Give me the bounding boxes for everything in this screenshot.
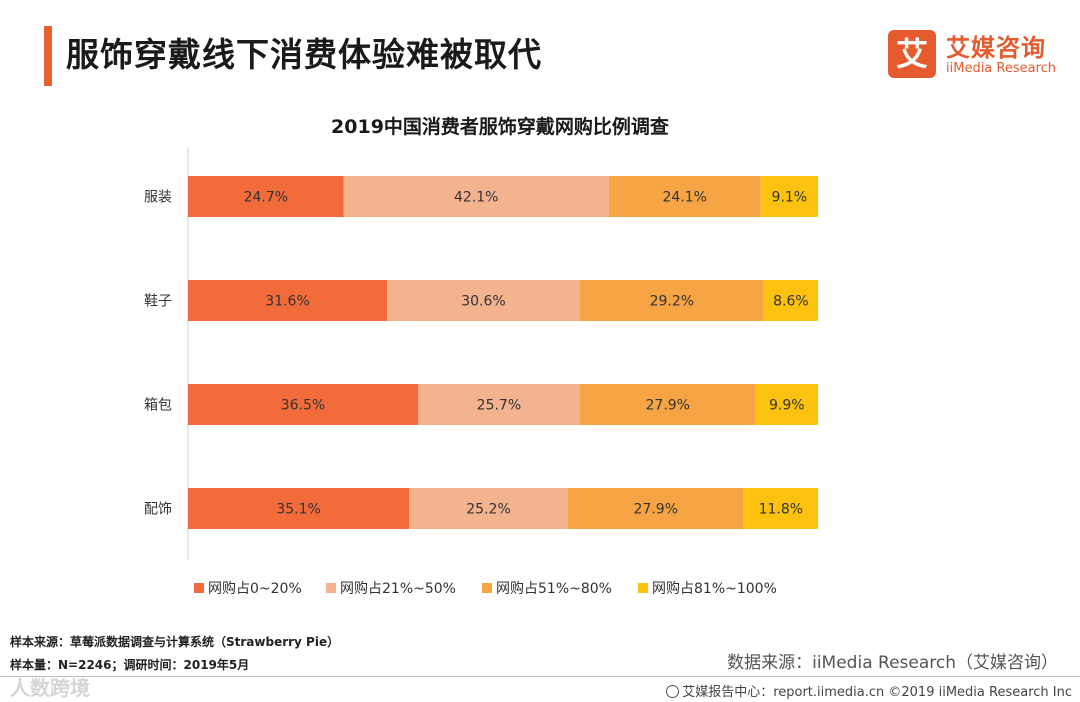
category-label: 服装 [144, 190, 172, 206]
bar-segment [763, 280, 818, 321]
data-label: 42.1% [454, 190, 498, 206]
watermark: 人数跨境 [10, 676, 90, 700]
page-title: 服饰穿戴线下消费体验难被取代 [66, 35, 542, 74]
bar-segment [608, 176, 761, 217]
data-label: 36.5% [281, 398, 325, 414]
bar-segment [567, 488, 744, 529]
bar-segment [417, 384, 580, 425]
category-label: 鞋子 [144, 294, 172, 310]
bar-segment [188, 488, 410, 529]
legend-swatch [638, 583, 648, 593]
globe-icon [666, 685, 680, 698]
report-center-text: 艾媒报告中心：report.iimedia.cn ©2019 iiMedia R… [682, 685, 1072, 700]
legend-swatch [326, 583, 336, 593]
bar-segment [409, 488, 568, 529]
data-label: 8.6% [773, 294, 809, 310]
sample-size-note: 样本量：N=2246；调研时间：2019年5月 [10, 658, 250, 672]
bar-segment [579, 280, 764, 321]
legend-swatch [482, 583, 492, 593]
logo-name-cn: 艾媒咨询 [946, 34, 1046, 62]
data-label: 30.6% [461, 294, 505, 310]
bar-segment [387, 280, 580, 321]
legend-label: 网购占0~20% [208, 581, 302, 597]
report-center: 艾媒报告中心：report.iimedia.cn ©2019 iiMedia R… [666, 681, 1072, 700]
category-label: 配饰 [144, 502, 172, 518]
sample-source-note: 样本来源：草莓派数据调查与计算系统（Strawberry Pie） [10, 635, 340, 649]
data-label: 11.8% [759, 502, 803, 518]
stacked-bar-chart: 服装 24.7% 42.1% 24.1% 9.1% 鞋子 31.6% 30.6% 29.2% 8.… [144, 148, 818, 597]
data-label: 25.2% [466, 502, 510, 518]
data-label: 35.1% [276, 502, 320, 518]
data-source: 数据来源：iiMedia Research（艾媒咨询） [727, 653, 1058, 673]
bar-segment [343, 176, 609, 217]
bar-segment [188, 280, 388, 321]
data-label: 24.1% [663, 190, 707, 206]
data-label: 31.6% [265, 294, 309, 310]
bar-segment [188, 176, 344, 217]
data-label: 29.2% [650, 294, 694, 310]
data-label: 27.9% [634, 502, 678, 518]
legend-label: 网购占21%~50% [340, 581, 456, 597]
bar-segment [188, 384, 418, 425]
chart-title: 2019中国消费者服饰穿戴网购比例调查 [331, 116, 669, 138]
bar-segment [743, 488, 818, 529]
bar-segment [760, 176, 818, 217]
legend-swatch [194, 583, 204, 593]
title-accent-bar [44, 26, 52, 86]
category-label: 箱包 [144, 398, 172, 414]
data-label: 25.7% [477, 398, 521, 414]
footer-divider [0, 676, 1080, 677]
legend-label: 网购占51%~80% [496, 581, 612, 597]
iimedia-logo: 艾 艾媒咨询 iiMedia Research [888, 28, 1064, 84]
bar-segment [755, 384, 818, 425]
data-label: 9.9% [769, 398, 805, 414]
logo-mark: 艾 [888, 30, 936, 78]
logo-name-en: iiMedia Research [946, 61, 1057, 76]
data-label: 9.1% [772, 190, 808, 206]
data-label: 24.7% [244, 190, 288, 206]
bar-segment [579, 384, 756, 425]
data-label: 27.9% [646, 398, 690, 414]
legend-label: 网购占81%~100% [652, 581, 777, 597]
